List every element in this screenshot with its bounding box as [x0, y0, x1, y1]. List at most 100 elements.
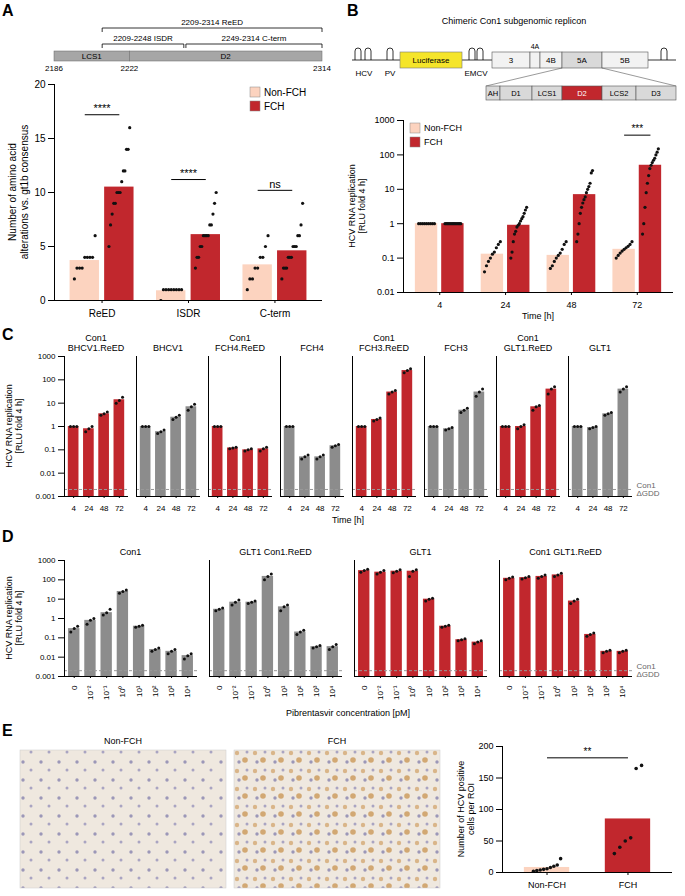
svg-text:5B: 5B	[620, 56, 630, 65]
svg-text:48: 48	[460, 504, 469, 512]
svg-text:****: ****	[180, 167, 198, 179]
svg-text:10⁴: 10⁴	[473, 685, 482, 698]
svg-text:1000: 1000	[38, 556, 56, 565]
svg-text:0.1: 0.1	[44, 445, 56, 454]
svg-text:4: 4	[143, 504, 148, 512]
svg-text:GLT1: GLT1	[589, 343, 611, 353]
svg-text:10: 10	[47, 595, 56, 604]
svg-text:10¹: 10¹	[425, 685, 434, 697]
svg-text:Non-FCH: Non-FCH	[264, 87, 306, 98]
svg-text:2186: 2186	[45, 64, 63, 73]
svg-text:24: 24	[156, 504, 165, 512]
svg-text:0: 0	[505, 685, 514, 690]
svg-text:100: 100	[478, 804, 493, 814]
svg-text:1: 1	[51, 422, 56, 431]
svg-text:10⁰: 10⁰	[118, 686, 127, 698]
svg-text:Con1FCH4.ReED: Con1FCH4.ReED	[215, 333, 266, 353]
svg-text:10⁻¹: 10⁻¹	[102, 685, 111, 700]
svg-text:D1: D1	[511, 89, 521, 98]
svg-text:10³: 10³	[312, 685, 321, 697]
svg-text:FCH: FCH	[619, 880, 638, 890]
svg-text:10³: 10³	[602, 685, 611, 697]
svg-text:EMCV: EMCV	[464, 69, 488, 78]
svg-text:C: C	[2, 326, 14, 343]
svg-text:D2: D2	[221, 52, 232, 61]
svg-text:10⁰: 10⁰	[408, 686, 417, 698]
svg-text:Con1BHCV1.ReED: Con1BHCV1.ReED	[68, 333, 125, 353]
svg-text:5A: 5A	[577, 56, 587, 65]
svg-text:Luciferase: Luciferase	[413, 56, 450, 65]
svg-text:4: 4	[287, 504, 292, 512]
svg-text:FCH4: FCH4	[300, 343, 324, 353]
svg-text:Non-FCH: Non-FCH	[528, 880, 566, 890]
svg-text:2222: 2222	[120, 64, 138, 73]
svg-text:HCV RNA replication[RLU fold 4: HCV RNA replication[RLU fold 4 h]	[4, 384, 24, 468]
svg-text:200: 200	[478, 741, 493, 751]
svg-text:10⁻²: 10⁻²	[521, 685, 530, 700]
svg-text:FCH: FCH	[264, 101, 285, 112]
svg-text:A: A	[2, 2, 14, 19]
svg-text:B: B	[347, 2, 359, 19]
svg-text:0: 0	[488, 867, 493, 877]
svg-text:150: 150	[478, 773, 493, 783]
svg-text:0.01: 0.01	[40, 653, 56, 662]
svg-text:0.001: 0.001	[35, 492, 56, 501]
svg-text:0.1: 0.1	[382, 253, 395, 263]
svg-text:24: 24	[516, 504, 525, 512]
svg-text:48: 48	[244, 504, 253, 512]
svg-text:***: ***	[631, 123, 643, 134]
svg-text:48: 48	[604, 504, 613, 512]
svg-text:72: 72	[259, 504, 268, 512]
svg-text:****: ****	[93, 102, 111, 114]
svg-text:Pibrentasvir concentration [pM: Pibrentasvir concentration [pM]	[286, 708, 410, 718]
svg-text:100: 100	[379, 150, 394, 160]
svg-text:HCV RNA replication[RLU fold 4: HCV RNA replication[RLU fold 4 h]	[347, 164, 367, 248]
svg-text:100: 100	[42, 375, 56, 384]
svg-text:0.001: 0.001	[35, 672, 56, 681]
svg-text:10³: 10³	[167, 685, 176, 697]
svg-text:10: 10	[384, 184, 394, 194]
svg-text:10⁴: 10⁴	[328, 685, 337, 698]
svg-text:2249-2314 C-term: 2249-2314 C-term	[221, 34, 286, 43]
svg-text:20: 20	[34, 79, 46, 90]
svg-text:10⁻²: 10⁻²	[86, 685, 95, 700]
svg-text:4: 4	[437, 300, 442, 310]
svg-text:0.01: 0.01	[377, 287, 395, 297]
svg-text:LCS2: LCS2	[610, 89, 629, 98]
svg-text:Chimeric Con1 subgenomic repli: Chimeric Con1 subgenomic replicon	[442, 16, 587, 26]
svg-text:ReED: ReED	[89, 308, 116, 319]
svg-text:72: 72	[619, 504, 628, 512]
svg-text:10⁻²: 10⁻²	[376, 685, 385, 700]
svg-text:10⁴: 10⁴	[183, 685, 192, 698]
svg-text:LCS1: LCS1	[538, 89, 557, 98]
svg-text:0.01: 0.01	[40, 469, 56, 478]
svg-text:24: 24	[588, 504, 597, 512]
svg-text:24: 24	[372, 504, 381, 512]
svg-text:Number of HCV positivecells pe: Number of HCV positivecells per ROI	[456, 761, 476, 858]
svg-text:PV: PV	[385, 69, 396, 78]
svg-text:LCS1: LCS1	[82, 52, 103, 61]
svg-text:FCH: FCH	[424, 137, 443, 147]
svg-text:72: 72	[547, 504, 556, 512]
svg-text:FCH: FCH	[328, 736, 347, 746]
svg-text:ns: ns	[269, 178, 281, 190]
svg-text:D3: D3	[651, 89, 661, 98]
svg-text:GLT1 Con1.ReED: GLT1 Con1.ReED	[239, 547, 312, 557]
svg-text:C-term: C-term	[260, 308, 291, 319]
svg-text:4: 4	[575, 504, 580, 512]
svg-text:72: 72	[475, 504, 484, 512]
svg-text:Non-FCH: Non-FCH	[424, 123, 462, 133]
svg-text:4: 4	[359, 504, 364, 512]
svg-text:48: 48	[100, 504, 109, 512]
svg-text:0.1: 0.1	[44, 633, 56, 642]
svg-text:24: 24	[228, 504, 237, 512]
svg-text:Con1ΔGDD: Con1ΔGDD	[637, 662, 660, 679]
svg-text:4B: 4B	[546, 56, 556, 65]
svg-text:D2: D2	[577, 89, 587, 98]
svg-text:10²: 10²	[586, 685, 595, 697]
svg-text:48: 48	[388, 504, 397, 512]
svg-text:24: 24	[444, 504, 453, 512]
svg-text:0: 0	[360, 685, 369, 690]
svg-text:0: 0	[40, 295, 46, 306]
svg-text:1000: 1000	[374, 115, 394, 125]
